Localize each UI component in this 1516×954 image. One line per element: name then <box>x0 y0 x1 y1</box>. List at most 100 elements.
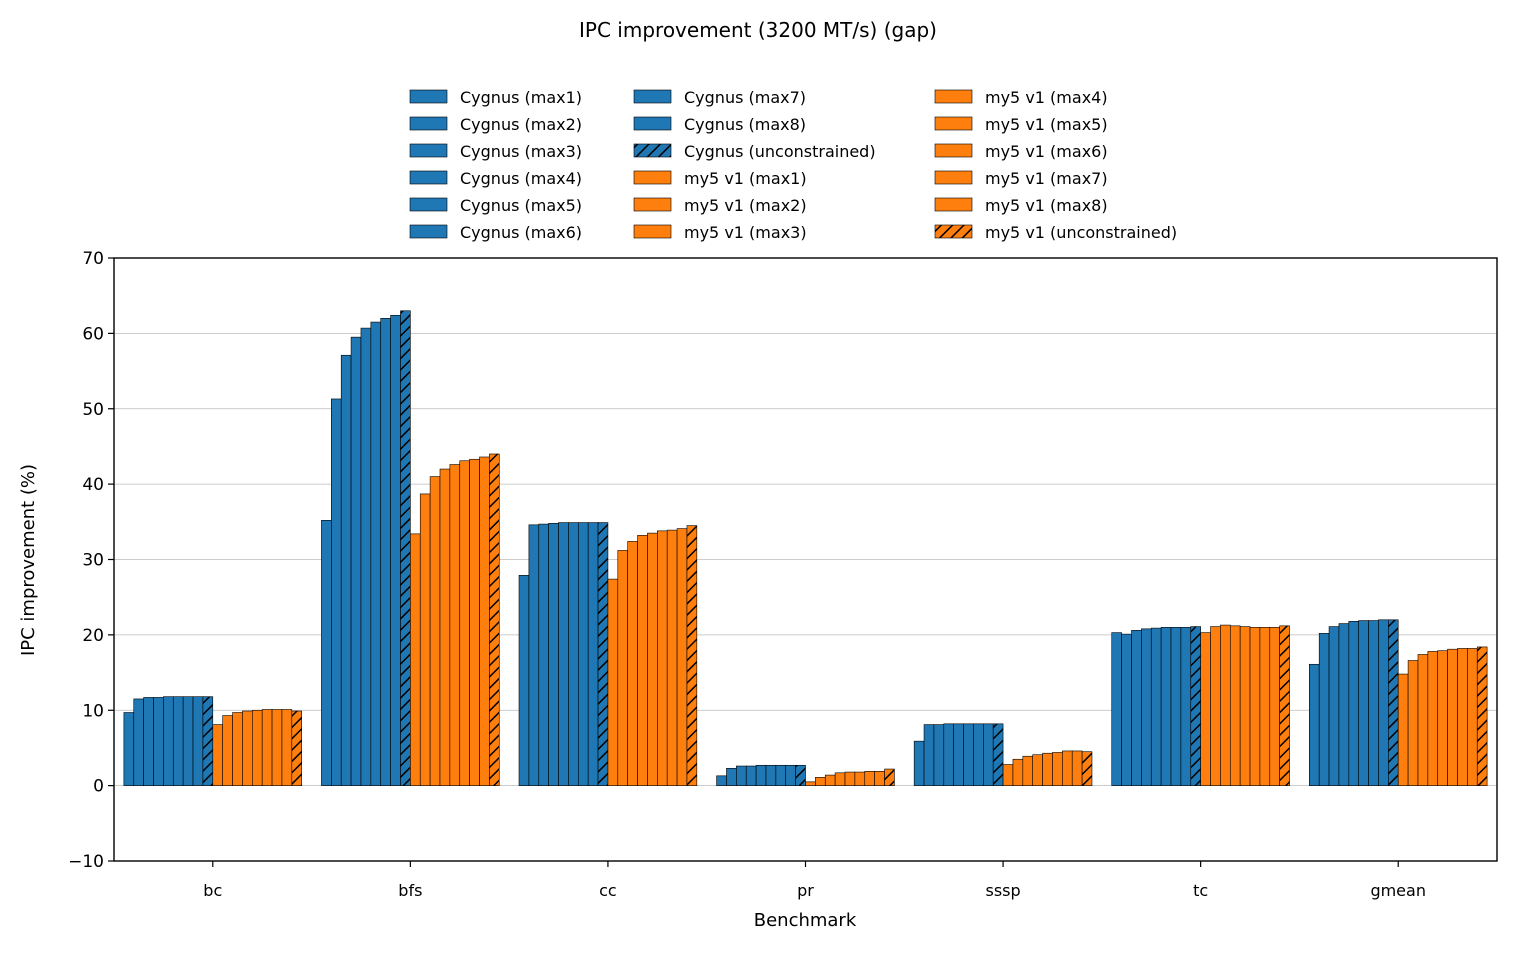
x-tick-label: bc <box>203 881 222 900</box>
legend-swatch <box>934 116 973 131</box>
bar <box>587 522 599 786</box>
bar <box>1032 754 1043 786</box>
bars-layer <box>123 310 1488 786</box>
x-axis-label: Benchmark <box>754 910 857 931</box>
bar <box>1407 660 1419 786</box>
bar <box>1239 626 1251 786</box>
bar <box>1467 648 1478 786</box>
bar <box>657 530 668 786</box>
legend-label: my5 v1 (max2) <box>684 196 807 215</box>
bar-hatch <box>291 711 302 786</box>
bar-hatch <box>686 525 697 786</box>
bar <box>923 724 935 786</box>
y-tick-label: 20 <box>82 626 104 646</box>
legend-swatch <box>409 89 448 104</box>
bar <box>815 777 826 786</box>
bar <box>252 709 263 786</box>
legend-swatch <box>633 116 672 131</box>
bar-hatch <box>1279 625 1290 786</box>
y-tick-label: 60 <box>82 324 104 344</box>
bar <box>647 532 658 786</box>
bar-hatch <box>884 769 895 786</box>
bar <box>321 520 332 786</box>
bar <box>410 533 421 786</box>
bar <box>874 771 885 786</box>
legend-swatch <box>934 143 973 158</box>
bar <box>617 550 628 786</box>
bar <box>1210 626 1221 786</box>
bar <box>666 529 678 786</box>
bar <box>1358 620 1369 786</box>
bar <box>745 765 757 786</box>
bar <box>153 697 164 786</box>
bar-hatch <box>1477 646 1488 786</box>
bar <box>459 460 470 786</box>
bar <box>271 709 283 786</box>
bar <box>212 724 223 786</box>
legend-label: my5 v1 (max1) <box>684 169 807 188</box>
x-tick-label: gmean <box>1370 881 1426 900</box>
bar <box>232 712 243 786</box>
bar <box>261 709 273 786</box>
bar <box>1457 648 1468 786</box>
bar <box>548 523 559 786</box>
legend-swatch <box>409 197 448 212</box>
legend-swatch <box>633 197 672 212</box>
bar <box>943 723 954 786</box>
legend-label: Cygnus (unconstrained) <box>684 142 876 161</box>
bar <box>1220 624 1231 786</box>
legend-swatch <box>934 197 973 212</box>
bar <box>1447 648 1458 786</box>
bar <box>726 767 737 786</box>
bar <box>1427 651 1439 786</box>
bar-hatch <box>993 723 1004 786</box>
bar <box>1338 623 1350 786</box>
bar <box>558 522 569 786</box>
bar <box>1397 673 1409 786</box>
y-tick-label: 0 <box>93 777 104 797</box>
legend-label: my5 v1 (unconstrained) <box>985 223 1177 242</box>
bar <box>983 723 994 786</box>
bar <box>1131 630 1142 786</box>
legend-swatch <box>409 143 448 158</box>
y-tick-label: 30 <box>82 551 104 571</box>
legend-swatch <box>934 170 973 185</box>
bar <box>479 456 490 786</box>
bar <box>538 523 549 786</box>
bar <box>953 723 964 786</box>
bar-hatch <box>489 453 500 786</box>
y-tick-label: 40 <box>82 475 104 495</box>
bar <box>913 740 925 786</box>
y-axis-label: IPC improvement (%) <box>18 464 39 656</box>
bar <box>331 398 342 786</box>
bar <box>1062 750 1073 786</box>
bar <box>1200 632 1211 786</box>
x-tick-label: sssp <box>985 881 1020 900</box>
bar-hatch <box>598 522 608 786</box>
legend-label: Cygnus (max2) <box>460 115 582 134</box>
bar <box>528 524 540 786</box>
bar-hatch <box>1190 626 1201 786</box>
bar <box>834 772 846 786</box>
legend-label: my5 v1 (max3) <box>684 223 807 242</box>
legend-label: Cygnus (max6) <box>460 223 582 242</box>
bar <box>716 775 727 786</box>
axes-layer: −10 0 10 20 30 40 50 60 70 bc bfs cc pr sssp tc gmean <box>68 249 1498 900</box>
legend-label: Cygnus (max3) <box>460 142 582 161</box>
legend-label: Cygnus (max8) <box>684 115 806 134</box>
y-tick-label: 10 <box>82 701 104 721</box>
bar <box>637 535 648 786</box>
bar <box>607 578 619 786</box>
bar <box>222 715 233 786</box>
bar <box>1052 752 1063 786</box>
bar <box>143 697 154 786</box>
bar <box>1141 628 1152 786</box>
bar <box>340 354 352 786</box>
bar <box>419 493 431 786</box>
legend-swatch <box>633 89 672 104</box>
bar <box>1378 619 1389 786</box>
bar <box>805 781 816 786</box>
x-tick-label: bfs <box>398 881 422 900</box>
bar <box>627 541 638 786</box>
